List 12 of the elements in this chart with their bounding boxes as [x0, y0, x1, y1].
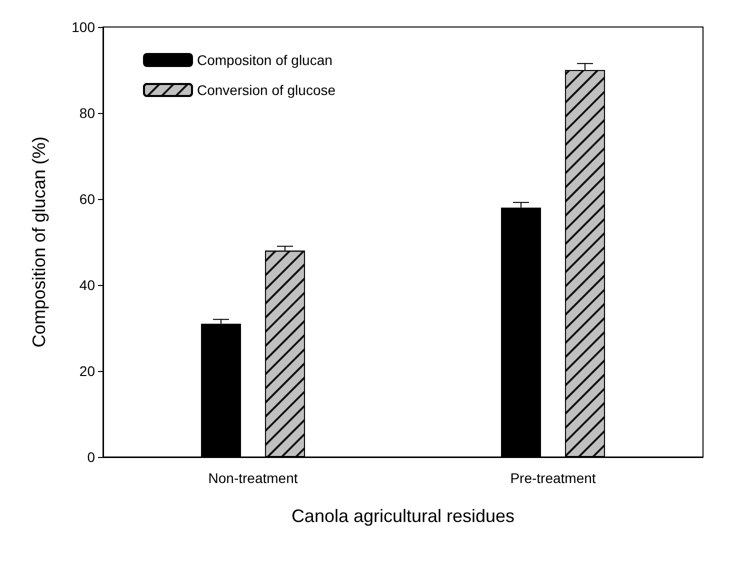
legend-label: Conversion of glucose [197, 82, 336, 98]
y-tick-label: 80 [79, 105, 96, 121]
legend-label: Compositon of glucan [197, 52, 332, 68]
y-tick-label: 40 [79, 277, 96, 293]
y-axis-title: Composition of glucan (%) [29, 136, 49, 348]
x-tick-label: Pre-treatment [510, 470, 596, 486]
y-tick-label: 100 [72, 19, 96, 35]
y-tick-label: 20 [79, 363, 96, 379]
x-tick-label: Non-treatment [208, 470, 298, 486]
y-tick-label: 60 [79, 191, 96, 207]
x-axis-title: Canola agricultural residues [291, 506, 515, 526]
y-tick-label: 0 [87, 449, 96, 465]
